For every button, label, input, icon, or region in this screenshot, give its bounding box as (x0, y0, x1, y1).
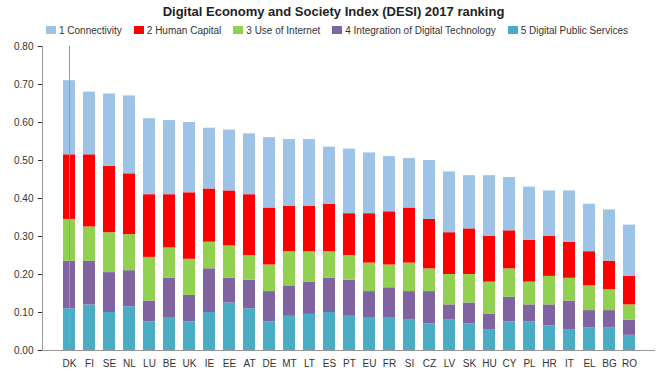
svg-text:EU: EU (363, 358, 377, 369)
svg-text:HR: HR (542, 358, 556, 369)
svg-text:0.00: 0.00 (14, 345, 34, 356)
html-text:1 Connectivity: 1 Connectivity (59, 24, 122, 36)
svg-text:IT: IT (565, 358, 574, 369)
svg-text:0.10: 0.10 (14, 307, 34, 318)
svg-text:FI: FI (85, 358, 94, 369)
svg-text:DK: DK (63, 358, 77, 369)
svg-text:0.50: 0.50 (14, 155, 34, 166)
svg-text:0.40: 0.40 (14, 193, 34, 204)
html-text:Digital Economy and Society In: Digital Economy and Society Index (DESI)… (162, 4, 505, 19)
svg-text:EE: EE (223, 358, 237, 369)
html-text:3 Use of Internet: 3 Use of Internet (246, 24, 321, 36)
svg-text:PL: PL (523, 358, 536, 369)
svg-text:PT: PT (343, 358, 356, 369)
svg-text:BG: BG (602, 358, 617, 369)
svg-text:SE: SE (103, 358, 117, 369)
svg-text:0.30: 0.30 (14, 231, 34, 242)
svg-text:0.80: 0.80 (14, 41, 34, 52)
svg-text:LV: LV (444, 358, 456, 369)
svg-text:IE: IE (205, 358, 215, 369)
svg-text:RO: RO (622, 358, 637, 369)
html-text:2 Human Capital: 2 Human Capital (146, 24, 222, 36)
svg-text:0.20: 0.20 (14, 269, 34, 280)
svg-text:NL: NL (123, 358, 136, 369)
html-text:5 Digital Public Services: 5 Digital Public Services (520, 24, 628, 36)
svg-text:0.70: 0.70 (14, 79, 34, 90)
svg-text:0.60: 0.60 (14, 117, 34, 128)
svg-text:AT: AT (243, 358, 255, 369)
svg-text:MT: MT (282, 358, 296, 369)
svg-text:DE: DE (263, 358, 277, 369)
html-text:4 Integration of Digital Techn: 4 Integration of Digital Technology (345, 24, 496, 36)
svg-text:FR: FR (383, 358, 396, 369)
svg-text:LT: LT (304, 358, 315, 369)
svg-text:BE: BE (163, 358, 177, 369)
svg-text:CZ: CZ (423, 358, 436, 369)
svg-text:ES: ES (323, 358, 337, 369)
svg-text:LU: LU (143, 358, 156, 369)
svg-text:SI: SI (405, 358, 414, 369)
svg-text:EL: EL (583, 358, 596, 369)
svg-text:UK: UK (183, 358, 197, 369)
svg-text:HU: HU (482, 358, 496, 369)
svg-text:SK: SK (463, 358, 477, 369)
svg-text:CY: CY (503, 358, 517, 369)
